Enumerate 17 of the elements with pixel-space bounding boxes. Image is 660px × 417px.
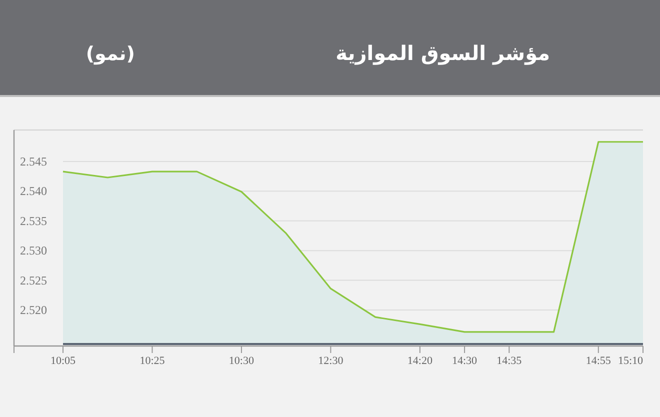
x-tick-label: 10:25 bbox=[140, 355, 166, 367]
x-tick-label: 15:10 bbox=[618, 355, 644, 367]
y-tick-label: 2.535 bbox=[20, 214, 47, 228]
x-tick-label: 10:05 bbox=[50, 355, 76, 367]
x-tick-label: 14:20 bbox=[407, 355, 433, 367]
y-tick-label: 2.520 bbox=[20, 302, 47, 317]
chart-title: مؤشر السوق الموازية bbox=[336, 41, 550, 65]
chart-subtitle: (نمو) bbox=[86, 43, 135, 65]
y-tick-label: 2.540 bbox=[20, 184, 47, 198]
y-tick-label: 2.545 bbox=[20, 154, 47, 168]
x-tick-label: 12:30 bbox=[318, 355, 344, 367]
x-tick-label: 14:55 bbox=[586, 355, 612, 367]
x-tick-label: 14:30 bbox=[452, 355, 478, 367]
y-tick-label: 2.530 bbox=[20, 244, 47, 258]
x-tick-label: 14:35 bbox=[496, 355, 522, 367]
y-tick-label: 2.525 bbox=[20, 273, 47, 288]
x-tick-label: 10:30 bbox=[228, 355, 254, 367]
